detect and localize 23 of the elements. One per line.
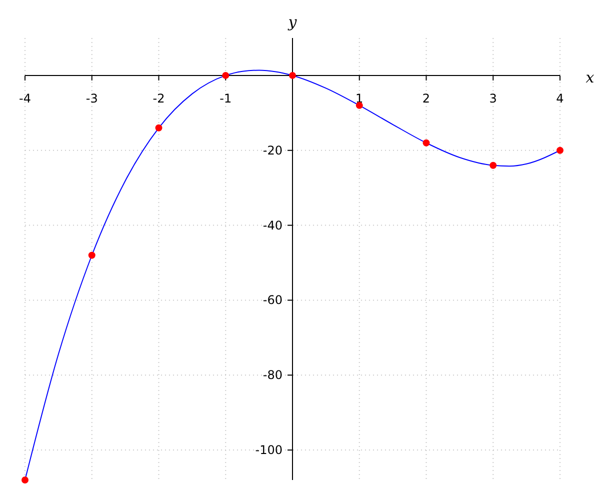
x-tick-label: -4 [19, 91, 31, 106]
x-axis-title: x [586, 68, 595, 86]
point [556, 146, 564, 154]
point [289, 72, 296, 79]
point [356, 102, 363, 109]
point [222, 72, 230, 79]
x-tick-label: 2 [422, 91, 430, 106]
x-tick-label: 3 [489, 91, 497, 106]
y-axis-title: y [287, 13, 298, 31]
x-tick-label: -2 [152, 91, 165, 106]
x-tick-label: -1 [220, 91, 232, 106]
y-tick-label: -60 [262, 293, 282, 308]
point [422, 139, 430, 146]
x-tick-label: 4 [556, 91, 564, 106]
y-tick-label: -100 [255, 443, 282, 458]
point [22, 476, 28, 484]
point [155, 124, 162, 132]
y-tick-label: -80 [262, 368, 282, 382]
y-tick-label: -40 [262, 218, 282, 232]
x-tick-label: -3 [86, 91, 98, 106]
y-tick-label: -20 [262, 143, 282, 158]
point [88, 252, 96, 259]
point [490, 162, 497, 169]
